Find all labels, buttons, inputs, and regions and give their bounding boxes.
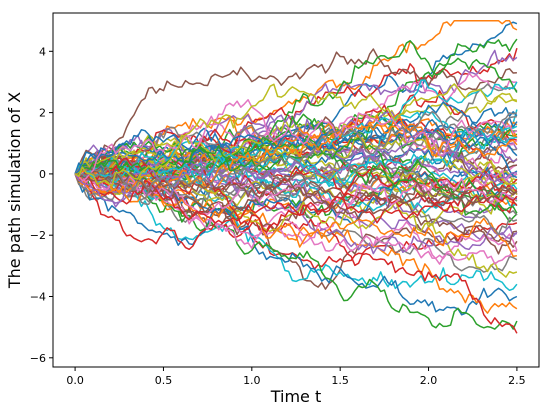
plot-frame	[52, 12, 540, 368]
y-tick-label: −6	[30, 352, 46, 365]
x-tick-label: 0.5	[155, 374, 173, 387]
series-line	[74, 119, 518, 179]
x-tick-label: 2.5	[508, 374, 526, 387]
series-line	[74, 168, 518, 330]
x-tick-label: 1.0	[243, 374, 261, 387]
x-tick-label: 2.0	[420, 374, 438, 387]
series-line	[74, 113, 518, 195]
series-line	[74, 48, 517, 175]
x-axis-ticks: 0.0 0.5 1.0 1.5 2.0 2.5	[66, 367, 526, 387]
y-tick-label: −4	[30, 291, 46, 304]
x-tick-label: 0.0	[66, 374, 84, 387]
series-line	[74, 172, 518, 216]
series-line	[74, 170, 518, 292]
series-line	[74, 123, 518, 195]
series-line	[74, 114, 518, 195]
y-axis-label: The path simulation of X	[5, 92, 24, 289]
series-line	[74, 162, 518, 214]
series-line	[75, 173, 518, 334]
series-line	[74, 173, 518, 273]
series-line	[74, 172, 518, 224]
series-line	[74, 173, 518, 316]
series-line	[74, 128, 517, 204]
series-line	[74, 21, 518, 185]
series-line	[74, 129, 518, 196]
series-line	[74, 110, 518, 192]
x-axis-label: Time t	[270, 387, 322, 406]
y-tick-label: 2	[39, 107, 46, 120]
y-tick-label: −2	[30, 229, 46, 242]
x-tick-label: 1.5	[331, 374, 349, 387]
y-axis-ticks: −6 −4 −2 0 2 4	[30, 45, 53, 365]
series-line	[74, 137, 518, 216]
y-tick-label: 0	[39, 168, 46, 181]
series-line	[74, 165, 518, 255]
series-line	[74, 83, 518, 187]
series-line	[74, 99, 518, 182]
simulation-paths	[74, 19, 518, 334]
y-tick-label: 4	[39, 45, 46, 58]
